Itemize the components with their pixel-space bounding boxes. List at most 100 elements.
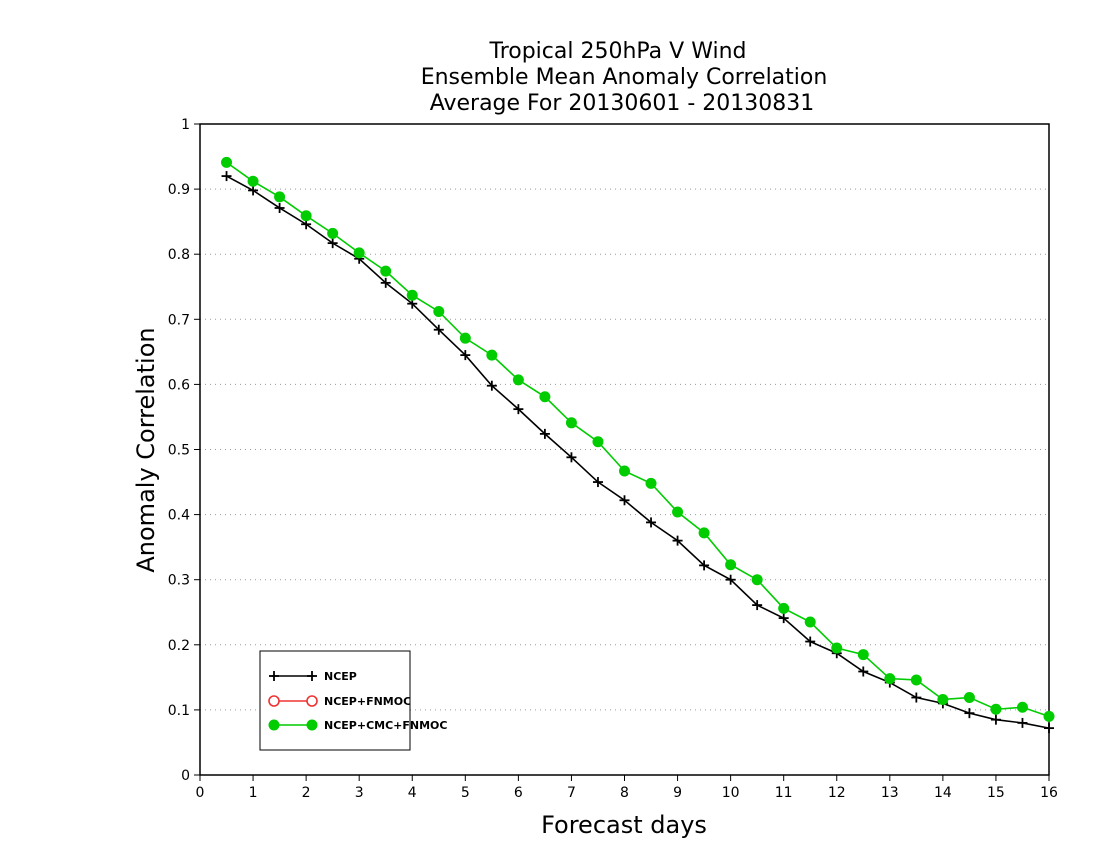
x-tick-label: 1 (249, 785, 258, 801)
data-point (274, 191, 286, 203)
data-point (566, 452, 577, 463)
series-line (226, 175, 1050, 729)
data-point (592, 436, 604, 448)
data-point (752, 600, 763, 611)
data-point (221, 171, 232, 182)
y-tick-label: 0.6 (168, 377, 190, 393)
y-tick-label: 0.8 (168, 247, 190, 263)
data-point (804, 616, 816, 628)
data-point (248, 185, 259, 196)
title-line-1: Tropical 250hPa V Wind (488, 39, 746, 64)
data-point (433, 324, 444, 335)
data-point (884, 673, 896, 685)
legend-marker (269, 671, 279, 681)
data-point (910, 674, 922, 686)
series-0 (221, 171, 1054, 734)
y-tick-label: 0 (181, 768, 190, 784)
x-tick-label: 2 (302, 785, 311, 801)
data-point (327, 238, 338, 249)
data-point (858, 666, 869, 677)
y-tick-label: 0.9 (168, 182, 190, 198)
data-point (221, 156, 233, 168)
x-tick-label: 0 (196, 785, 205, 801)
data-point (353, 247, 365, 259)
axis-ticks: 00.10.20.30.40.50.60.70.80.910 1 2 3 4 5 6 7 8 9 1… (168, 117, 1058, 801)
data-point (486, 349, 498, 361)
data-point (460, 350, 471, 361)
legend-label: NCEP (324, 670, 357, 683)
data-point (274, 202, 285, 213)
y-axis-label: Anomaly Correlation (132, 327, 160, 572)
legend-entry: NCEP (269, 670, 357, 683)
x-tick-label: 14 (934, 785, 952, 801)
x-tick-label: 7 (567, 785, 576, 801)
x-tick-label: 10 (722, 785, 740, 801)
data-point (300, 210, 312, 222)
legend: NCEP NCEP+FNMOC NCEP+CMC+FNMOC (259, 650, 447, 751)
data-point (778, 613, 789, 624)
data-point (619, 465, 630, 477)
legend-marker (306, 719, 318, 731)
x-tick-label: 9 (673, 785, 682, 801)
x-tick-label: 8 (620, 785, 629, 801)
y-tick-label: 0.1 (168, 703, 190, 719)
data-point (565, 417, 577, 429)
data-point (805, 636, 816, 647)
x-tick-label: 6 (514, 785, 523, 801)
data-point (672, 506, 684, 518)
series-layer (221, 156, 1055, 734)
data-point (646, 517, 657, 528)
data-point (751, 574, 763, 586)
data-point (964, 708, 975, 719)
data-point (539, 391, 551, 403)
data-point (963, 692, 975, 704)
data-point (699, 560, 710, 571)
data-point (1044, 723, 1054, 734)
x-tick-label: 16 (1040, 785, 1058, 801)
y-tick-label: 1 (181, 117, 190, 133)
legend-entry: NCEP+FNMOC (268, 695, 411, 708)
data-point (327, 227, 339, 239)
data-point (645, 477, 657, 489)
x-tick-label: 11 (775, 785, 793, 801)
x-tick-label: 15 (987, 785, 1005, 801)
data-point (990, 703, 1002, 715)
legend-entry: NCEP+CMC+FNMOC (268, 719, 447, 732)
data-point (1043, 710, 1055, 722)
data-point (433, 305, 445, 317)
x-tick-label: 12 (828, 785, 846, 801)
data-point (247, 175, 259, 187)
data-point (406, 289, 418, 301)
data-point (512, 374, 524, 386)
data-point (486, 380, 497, 391)
y-tick-label: 0.5 (168, 443, 190, 459)
y-tick-label: 0.4 (168, 508, 190, 524)
title-line-3: Average For 20130601 - 20130831 (430, 91, 815, 116)
x-axis-label: Forecast days (541, 811, 707, 839)
data-point (672, 535, 683, 546)
data-point (380, 277, 391, 288)
data-point (592, 477, 603, 488)
data-point (778, 602, 790, 614)
data-point (1017, 717, 1028, 728)
x-tick-label: 3 (355, 785, 364, 801)
data-point (513, 404, 524, 415)
data-point (459, 332, 471, 344)
legend-marker (306, 695, 318, 707)
data-point (539, 428, 550, 439)
y-tick-label: 0.3 (168, 573, 190, 589)
gridlines (200, 188, 1049, 711)
data-point (725, 559, 737, 571)
data-point (619, 495, 630, 506)
series-line (226, 161, 1050, 718)
legend-label: NCEP+FNMOC (324, 695, 411, 708)
y-tick-label: 0.2 (168, 638, 190, 654)
legend-marker (268, 719, 280, 731)
data-point (990, 714, 1001, 725)
x-tick-label: 4 (408, 785, 417, 801)
title-line-2: Ensemble Mean Anomaly Correlation (421, 65, 828, 90)
legend-marker (307, 671, 317, 681)
y-tick-label: 0.7 (168, 312, 190, 328)
